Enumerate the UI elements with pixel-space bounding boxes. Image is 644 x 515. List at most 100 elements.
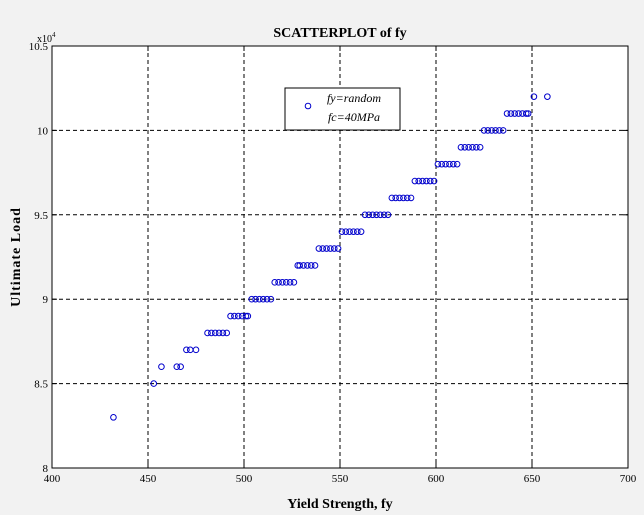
data-point — [388, 194, 396, 202]
data-point — [426, 177, 434, 185]
y-exponent-base: x10 — [37, 34, 52, 45]
data-point — [242, 312, 250, 320]
data-point — [263, 295, 271, 303]
data-point — [415, 177, 423, 185]
data-point — [461, 143, 469, 151]
data-point — [469, 143, 476, 151]
y-axis-label: Ultimate Load — [9, 207, 24, 307]
legend-line-fy: fy=random — [327, 91, 381, 105]
data-point — [256, 295, 263, 303]
data-point — [357, 228, 365, 235]
x-axis-label: Yield Strength, fy — [287, 497, 392, 512]
data-point — [442, 160, 449, 168]
data-point — [377, 211, 384, 219]
data-point — [465, 143, 472, 151]
x-tick-label: 600 — [428, 473, 445, 485]
data-point — [350, 228, 357, 235]
data-point — [384, 211, 392, 219]
data-point — [499, 127, 507, 134]
data-point — [430, 177, 438, 185]
data-point — [492, 127, 499, 134]
data-point — [267, 295, 275, 303]
data-point — [271, 279, 279, 286]
data-point — [480, 127, 488, 134]
x-tick-label: 650 — [524, 473, 541, 485]
data-point — [315, 245, 323, 252]
data-point — [211, 329, 219, 337]
data-point — [423, 177, 430, 185]
data-point — [338, 228, 346, 235]
data-point — [286, 279, 294, 286]
data-point — [392, 194, 399, 202]
axis-ticks: 400 450 500 550 600 650 700 8 8.5 9 9.5 10 10.5 — [29, 41, 637, 485]
data-point — [346, 228, 353, 235]
y-tick-label: 9.5 — [34, 210, 48, 222]
data-point — [204, 329, 211, 337]
legend-box — [284, 87, 401, 131]
legend-marker — [304, 102, 312, 110]
legend-line-fc: fc=40MPa — [328, 110, 380, 124]
data-point — [259, 295, 267, 303]
y-exponent-power: 4 — [52, 31, 56, 39]
y-tick-label: 9 — [43, 294, 49, 306]
y-tick-label: 8 — [43, 463, 49, 475]
data-point — [334, 245, 342, 252]
data-point — [503, 110, 511, 117]
data-point — [208, 329, 215, 337]
y-exponent-label: x104 — [37, 31, 56, 45]
y-tick-label: 8.5 — [34, 379, 48, 391]
data-point — [511, 110, 519, 117]
data-point — [234, 312, 242, 320]
data-point — [411, 177, 419, 185]
data-point — [223, 329, 231, 337]
data-point — [158, 363, 165, 371]
chart-title: SCATTERPLOT of fy — [273, 26, 406, 41]
data-point — [177, 363, 184, 371]
data-point — [446, 160, 453, 168]
data-point — [275, 279, 282, 286]
data-point — [110, 414, 117, 421]
x-tick-label: 550 — [332, 473, 349, 485]
data-point — [231, 312, 238, 320]
data-point — [476, 143, 484, 151]
data-point — [403, 194, 411, 202]
data-point — [484, 127, 492, 134]
data-point — [515, 110, 522, 117]
data-point — [219, 329, 227, 337]
data-point — [307, 262, 315, 269]
data-point — [327, 245, 334, 252]
data-point — [407, 194, 415, 202]
data-point — [290, 279, 298, 286]
data-point — [434, 160, 442, 168]
data-point — [319, 245, 327, 252]
data-point — [248, 295, 255, 303]
data-point — [400, 194, 407, 202]
grid-lines — [52, 46, 628, 468]
data-point — [252, 295, 259, 303]
data-point — [311, 262, 319, 269]
x-tick-label: 450 — [140, 473, 157, 485]
data-point — [522, 110, 530, 117]
data-points — [110, 93, 551, 421]
data-point — [323, 245, 330, 252]
data-point — [396, 194, 403, 202]
data-point — [453, 160, 461, 168]
data-point — [279, 279, 286, 286]
data-point — [227, 312, 234, 320]
data-point — [300, 262, 307, 269]
data-point — [373, 211, 380, 219]
x-tick-label: 700 — [620, 473, 637, 485]
data-point — [215, 329, 223, 337]
data-point — [496, 127, 503, 134]
x-tick-label: 500 — [236, 473, 253, 485]
data-point — [488, 127, 495, 134]
y-tick-label: 10 — [37, 125, 49, 137]
data-point — [361, 211, 369, 219]
data-point — [330, 245, 338, 252]
data-point — [369, 211, 376, 219]
data-point — [296, 262, 303, 269]
data-point — [507, 110, 515, 117]
data-point — [524, 110, 532, 117]
data-point — [173, 363, 181, 371]
